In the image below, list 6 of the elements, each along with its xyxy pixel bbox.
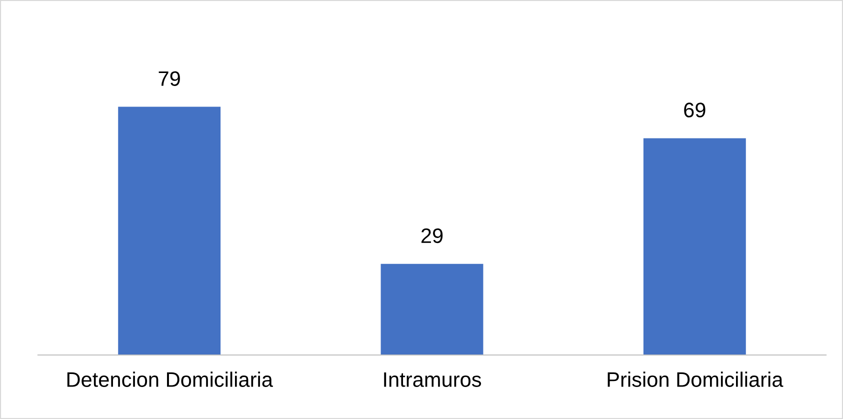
x-tick-label: Intramuros bbox=[384, 372, 482, 387]
x-tick-label: Prision Domiciliaria bbox=[608, 372, 784, 387]
x-tick-label: Detencion Domiciliaria bbox=[67, 372, 273, 387]
data-label: 29 bbox=[421, 228, 443, 244]
data-label: 79 bbox=[158, 71, 180, 86]
data-label: 69 bbox=[684, 102, 706, 118]
